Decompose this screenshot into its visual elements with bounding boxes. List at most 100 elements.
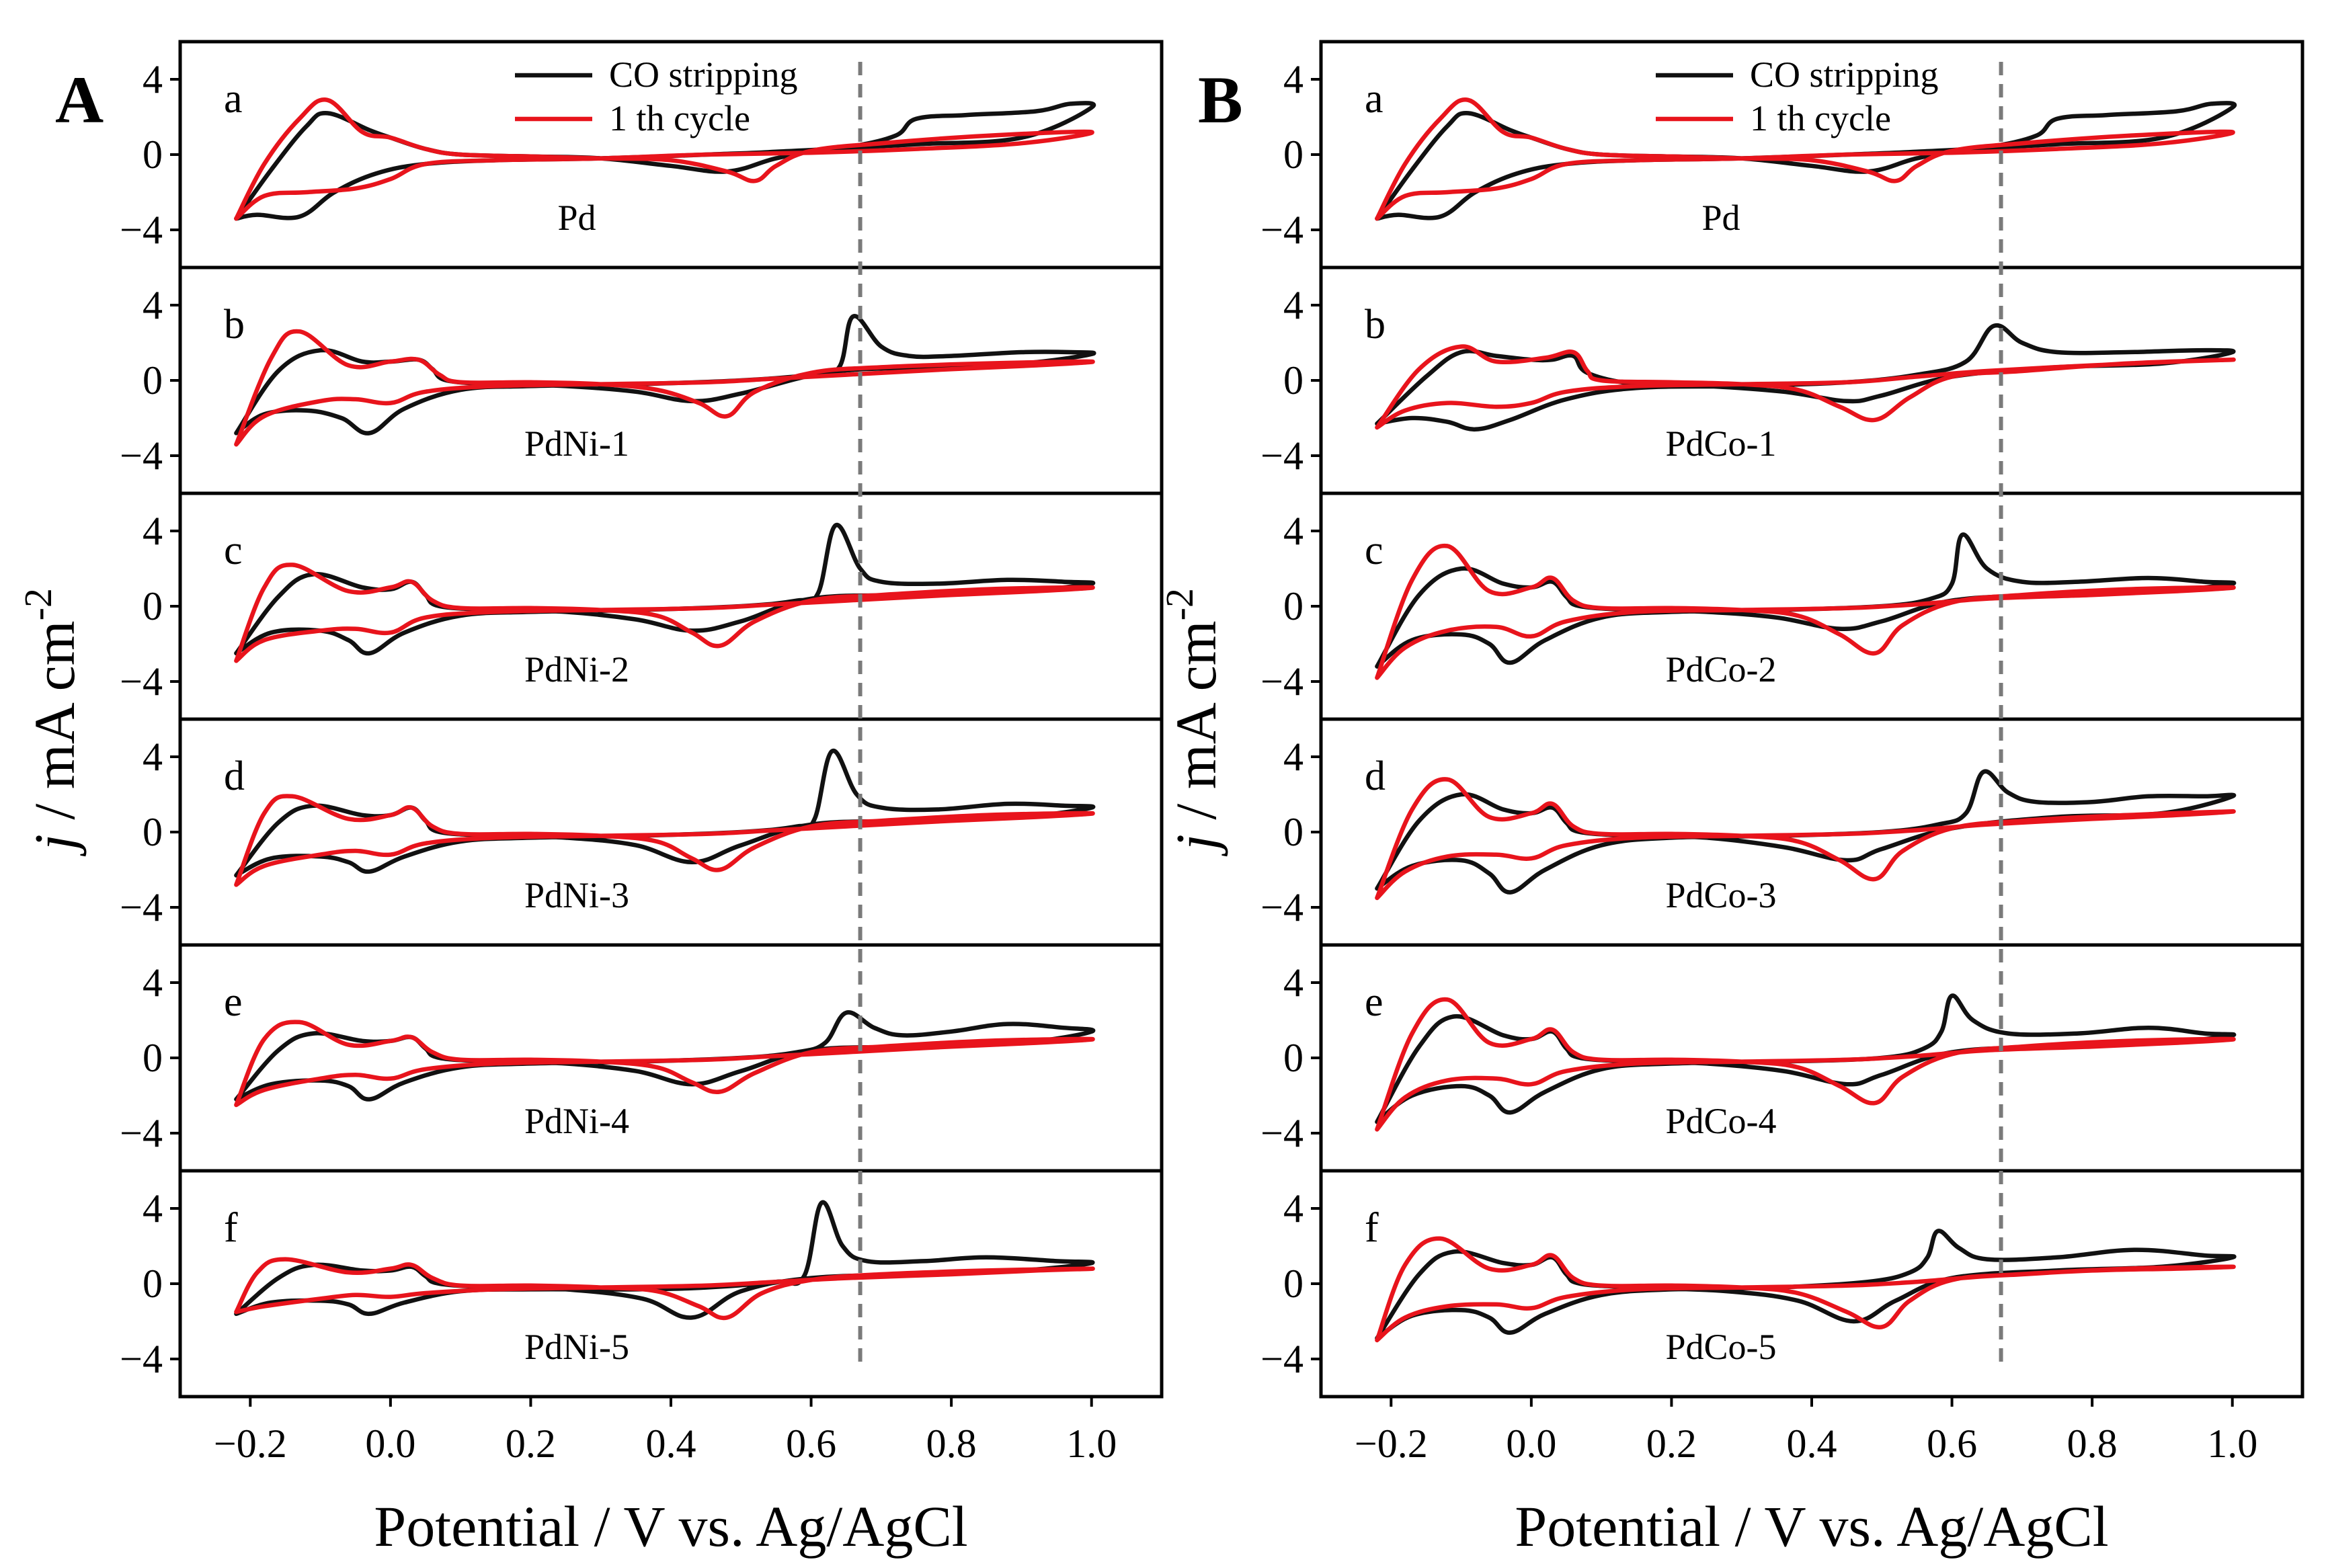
co-stripping-curve — [234, 314, 1096, 436]
x-tick-label: 0.0 — [365, 1421, 415, 1466]
y-tick-label: 0 — [143, 810, 163, 854]
sample-label: Pd — [557, 198, 596, 238]
subplot-letter: e — [1365, 979, 1383, 1025]
subplot-b: −4 0 4 b PdNi-1 — [120, 265, 1164, 495]
subplot-letter: c — [224, 528, 243, 573]
subplot-letter: b — [224, 302, 245, 347]
y-axis-title-unit: / mA cm — [22, 620, 87, 834]
y-tick-label: 4 — [1283, 283, 1304, 327]
y-tick-label: 4 — [1283, 735, 1304, 779]
y-tick-label: −4 — [1260, 434, 1304, 478]
y-tick-label: 4 — [1283, 1186, 1304, 1231]
y-tick-label: −4 — [120, 885, 163, 930]
panel-label: A — [55, 63, 104, 137]
y-tick-label: −4 — [120, 208, 163, 252]
subplot-frame — [178, 1169, 1164, 1399]
subplot-c: −4 0 4 c PdNi-2 — [120, 491, 1164, 721]
sample-label: PdNi-4 — [524, 1101, 629, 1141]
subplot-f: −4 0 4 f PdNi-5 — [120, 1169, 1164, 1399]
y-tick-label: 4 — [143, 509, 163, 553]
subplot-e: −4 0 4 e PdNi-4 — [120, 943, 1164, 1173]
x-tick-label: 0.6 — [1927, 1421, 1977, 1466]
y-axis-title-superscript: -2 — [1158, 588, 1201, 620]
subplot-frame — [1319, 717, 2304, 947]
sample-label: PdNi-5 — [524, 1327, 629, 1367]
subplot-frame — [178, 491, 1164, 721]
y-tick-label: 4 — [1283, 57, 1304, 101]
x-tick-label: 0.2 — [506, 1421, 556, 1466]
y-axis-title: j / mA cm-2 — [1158, 588, 1228, 857]
subplot-frame — [178, 943, 1164, 1173]
subplot-e: −4 0 4 e PdCo-4 — [1260, 943, 2304, 1173]
subplot-b: −4 0 4 b PdCo-1 — [1260, 265, 2304, 495]
first-cycle-curve — [234, 97, 1094, 221]
y-tick-label: 0 — [143, 1262, 163, 1306]
y-axis-title-superscript: -2 — [16, 588, 60, 620]
subplot-frame — [1319, 491, 2304, 721]
sample-label: PdCo-2 — [1665, 649, 1776, 690]
y-tick-label: 0 — [1283, 132, 1304, 177]
panel-b: −4 0 4 a Pd −4 0 4 b PdCo-1 −4 0 4 c PdCo-2 −4 0 4 d PdCo-3… — [1158, 40, 2304, 1559]
x-tick-label: 0.8 — [2067, 1421, 2118, 1466]
first-cycle-curve — [234, 329, 1095, 447]
first-cycle-curve — [234, 794, 1095, 887]
first-cycle-curve — [234, 1020, 1095, 1108]
sample-label: PdNi-3 — [524, 875, 629, 915]
x-tick-label: 0.2 — [1646, 1421, 1697, 1466]
sample-label: PdNi-1 — [524, 423, 629, 464]
y-tick-label: −4 — [120, 1111, 163, 1155]
first-cycle-curve — [1375, 97, 2235, 221]
x-tick-label: 0.8 — [926, 1421, 977, 1466]
y-tick-label: 0 — [1283, 584, 1304, 628]
co-stripping-curve — [234, 1200, 1095, 1320]
first-cycle-curve — [1375, 543, 2236, 680]
subplot-letter: d — [224, 753, 245, 799]
y-tick-label: −4 — [1260, 1111, 1304, 1155]
y-tick-label: −4 — [1260, 1337, 1304, 1381]
x-tick-label: 0.4 — [1787, 1421, 1837, 1466]
x-tick-label: 1.0 — [1066, 1421, 1117, 1466]
y-axis-title-italic: j — [1164, 834, 1228, 857]
subplot-frame — [178, 717, 1164, 947]
subplot-letter: e — [224, 979, 243, 1025]
panel-label: B — [1198, 63, 1243, 137]
legend-label: CO stripping — [1750, 54, 1939, 95]
sample-label: PdCo-5 — [1665, 1327, 1776, 1367]
x-tick-label: −0.2 — [214, 1421, 287, 1466]
y-tick-label: 4 — [143, 960, 163, 1005]
y-tick-label: 4 — [143, 57, 163, 101]
y-tick-label: 0 — [143, 358, 163, 403]
subplot-letter: a — [224, 76, 243, 122]
co-stripping-curve — [234, 1010, 1096, 1102]
sample-label: Pd — [1701, 198, 1740, 238]
co-stripping-curve — [1375, 532, 2237, 669]
x-tick-label: 1.0 — [2207, 1421, 2257, 1466]
y-tick-label: −4 — [1260, 659, 1304, 704]
subplot-frame — [1319, 943, 2304, 1173]
y-tick-label: 0 — [143, 132, 163, 177]
first-cycle-curve — [1375, 997, 2236, 1132]
x-tick-label: −0.2 — [1355, 1421, 1428, 1466]
x-tick-label: 0.0 — [1506, 1421, 1556, 1466]
co-stripping-curve — [234, 749, 1096, 878]
sample-label: PdCo-4 — [1665, 1101, 1776, 1141]
subplot-letter: f — [1365, 1205, 1379, 1251]
y-tick-label: 4 — [1283, 960, 1304, 1005]
x-axis-title: Potential / V vs. Ag/AgCl — [1515, 1494, 2108, 1559]
subplot-frame — [1319, 265, 2304, 495]
sample-label: PdCo-3 — [1665, 875, 1776, 915]
y-tick-label: 0 — [1283, 358, 1304, 403]
y-tick-label: 0 — [143, 584, 163, 628]
first-cycle-curve — [234, 563, 1095, 663]
subplot-f: −4 0 4 f PdCo-5 — [1260, 1169, 2304, 1399]
subplot-d: −4 0 4 d PdNi-3 — [120, 717, 1164, 947]
y-tick-label: −4 — [120, 659, 163, 704]
y-tick-label: 4 — [143, 283, 163, 327]
y-tick-label: −4 — [120, 434, 163, 478]
first-cycle-curve — [1375, 777, 2236, 901]
subplot-letter: a — [1365, 76, 1383, 122]
subplot-letter: b — [1365, 302, 1386, 347]
